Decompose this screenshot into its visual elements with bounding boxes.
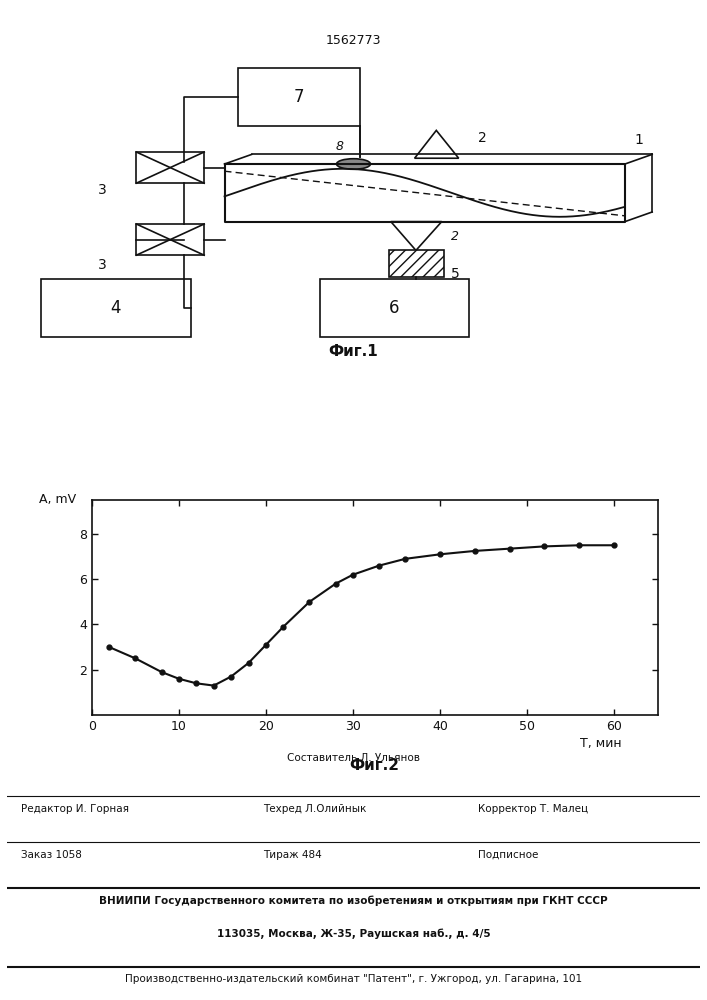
Text: Заказ 1058: Заказ 1058 <box>21 850 82 860</box>
Text: Фиг.2: Фиг.2 <box>350 758 399 773</box>
Text: 5: 5 <box>451 267 460 281</box>
Text: 7: 7 <box>294 88 305 106</box>
Text: 2: 2 <box>478 131 487 145</box>
Text: Техред Л.Олийнык: Техред Л.Олийнык <box>264 804 367 814</box>
FancyBboxPatch shape <box>41 279 191 337</box>
Text: Производственно-издательский комбинат "Патент", г. Ужгород, ул. Гагарина, 101: Производственно-издательский комбинат "П… <box>125 974 582 984</box>
Polygon shape <box>414 130 459 158</box>
Ellipse shape <box>337 159 370 169</box>
Text: 4: 4 <box>111 299 121 317</box>
Text: 2: 2 <box>451 230 460 242</box>
Text: 3: 3 <box>98 258 107 272</box>
Text: Подписное: Подписное <box>478 850 539 860</box>
Text: 3: 3 <box>98 183 107 197</box>
X-axis label: T, мин: T, мин <box>580 736 621 750</box>
Text: 6: 6 <box>389 299 399 317</box>
FancyBboxPatch shape <box>136 152 204 183</box>
Text: 1562773: 1562773 <box>326 34 381 47</box>
Text: Корректор Т. Малец: Корректор Т. Малец <box>478 804 588 814</box>
FancyBboxPatch shape <box>238 68 361 126</box>
Text: Составитель Л. Ульянов: Составитель Л. Ульянов <box>287 753 420 763</box>
Text: Тираж 484: Тираж 484 <box>264 850 322 860</box>
Text: 1: 1 <box>634 133 643 147</box>
Text: Редактор И. Горная: Редактор И. Горная <box>21 804 129 814</box>
Y-axis label: A, mV: A, mV <box>40 493 76 506</box>
Text: 8: 8 <box>336 140 344 153</box>
Text: ВНИИПИ Государственного комитета по изобретениям и открытиям при ГКНТ СССР: ВНИИПИ Государственного комитета по изоб… <box>99 895 608 906</box>
Polygon shape <box>391 222 442 250</box>
FancyBboxPatch shape <box>136 224 204 255</box>
Text: 113035, Москва, Ж-35, Раушская наб., д. 4/5: 113035, Москва, Ж-35, Раушская наб., д. … <box>216 929 491 939</box>
FancyBboxPatch shape <box>320 279 469 337</box>
FancyBboxPatch shape <box>389 250 445 277</box>
Text: Фиг.1: Фиг.1 <box>329 344 378 359</box>
